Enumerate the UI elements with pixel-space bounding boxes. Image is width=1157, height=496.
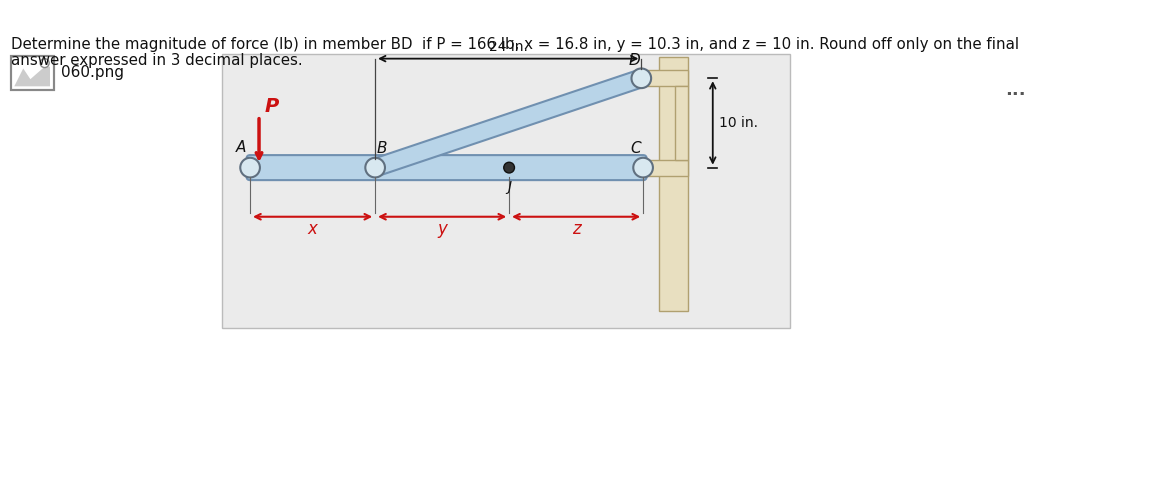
Polygon shape — [14, 66, 50, 86]
Text: y: y — [437, 220, 447, 238]
Polygon shape — [373, 70, 644, 176]
Circle shape — [366, 158, 385, 178]
Circle shape — [632, 68, 651, 88]
Text: 10 in.: 10 in. — [718, 116, 758, 130]
Text: D: D — [628, 53, 641, 67]
Text: P: P — [265, 97, 279, 116]
Text: J: J — [507, 180, 511, 194]
FancyBboxPatch shape — [0, 26, 1033, 470]
Circle shape — [503, 162, 515, 173]
FancyBboxPatch shape — [676, 86, 687, 160]
Text: answer expressed in 3 decimal places.: answer expressed in 3 decimal places. — [10, 53, 302, 68]
Text: z: z — [572, 220, 581, 238]
FancyBboxPatch shape — [636, 70, 687, 86]
Text: C: C — [631, 141, 641, 156]
Text: A: A — [236, 140, 246, 155]
Text: Determine the magnitude of force (lb) in member BD  if P = 166 lb, x = 16.8 in, : Determine the magnitude of force (lb) in… — [10, 37, 1019, 52]
FancyBboxPatch shape — [221, 54, 790, 328]
Circle shape — [241, 158, 260, 178]
Text: 060.png: 060.png — [60, 65, 124, 80]
Circle shape — [40, 59, 49, 67]
Text: 24 in.: 24 in. — [488, 40, 528, 54]
FancyBboxPatch shape — [246, 155, 647, 180]
Circle shape — [633, 158, 653, 178]
FancyBboxPatch shape — [10, 56, 53, 90]
Text: ...: ... — [1004, 81, 1025, 99]
Text: B: B — [377, 141, 388, 156]
Text: x: x — [308, 220, 317, 238]
FancyBboxPatch shape — [636, 160, 687, 176]
FancyBboxPatch shape — [659, 57, 687, 310]
